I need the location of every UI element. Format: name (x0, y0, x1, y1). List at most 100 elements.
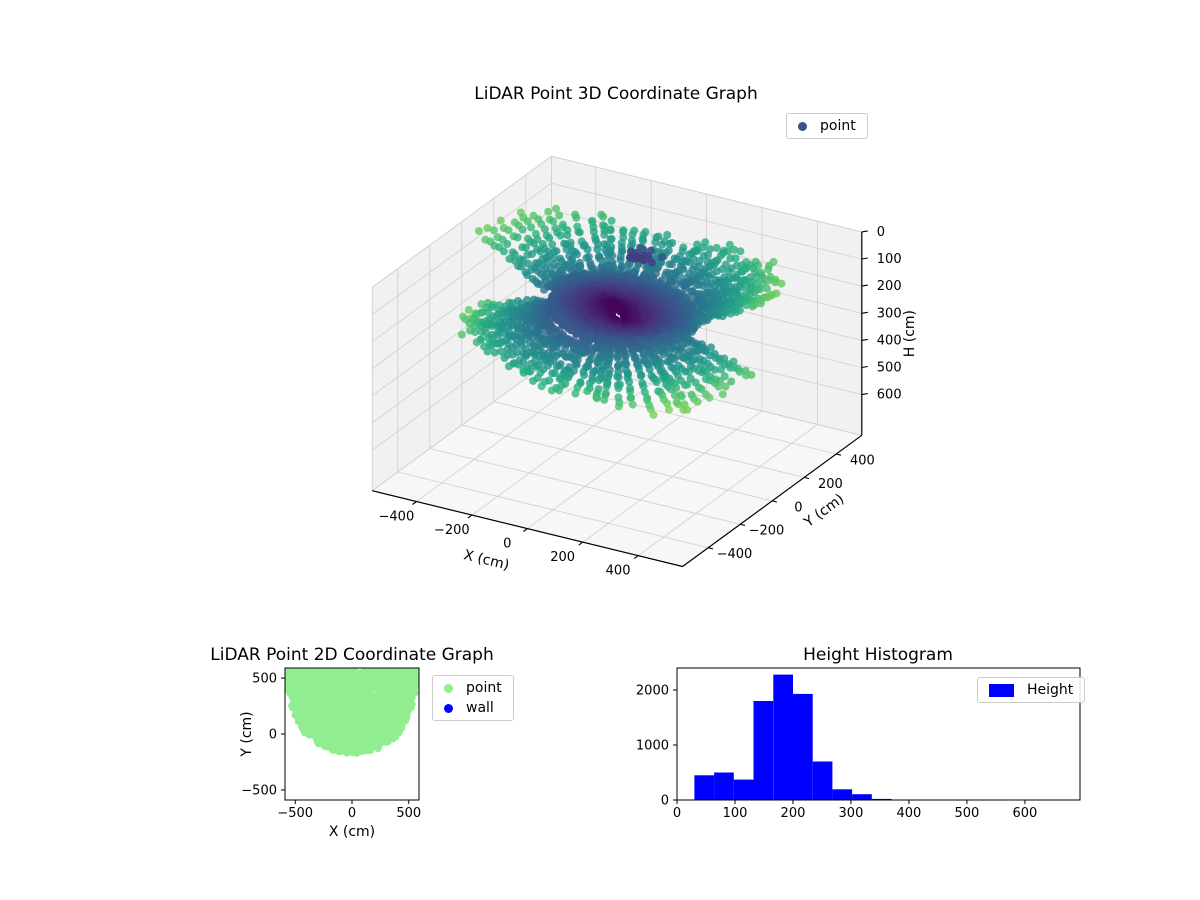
lidar-point (726, 254, 735, 263)
lidar-point (593, 394, 602, 403)
lidar-point-2d (354, 616, 361, 623)
lidar-point-2d (394, 636, 401, 643)
lidar-point (670, 391, 679, 400)
lidar-point-2d (357, 614, 364, 621)
lidar-point (552, 362, 561, 371)
lidar-point-2d (327, 628, 334, 635)
lidar-point-2d (374, 621, 381, 628)
lidar-point-2d (377, 626, 384, 633)
lidar-point-2d (320, 638, 327, 645)
lidar-point-2d (371, 633, 378, 640)
lidar-point (515, 324, 523, 333)
lidar-point-2d (392, 625, 399, 632)
lidar-point-2d (378, 633, 385, 640)
lidar-point-2d (341, 625, 348, 632)
lidar-point-2d (348, 637, 355, 644)
lidar-point (697, 385, 706, 394)
lidar-point (714, 278, 723, 287)
lidar-point-2d (352, 636, 359, 643)
lidar-point-2d (365, 628, 372, 635)
lidar-point-2d (317, 632, 324, 639)
tick-mark (861, 338, 868, 341)
lidar-point (549, 217, 558, 226)
lidar-point-2d (409, 634, 416, 641)
tick-mark (836, 453, 842, 456)
lidar-point-2d (359, 609, 366, 616)
lidar-point (651, 238, 660, 247)
lidar-point (509, 359, 518, 368)
lidar-point-2d (400, 636, 407, 643)
lidar-point-2d (365, 606, 372, 613)
tick-label: 0 (877, 225, 885, 240)
lidar-point-2d (358, 629, 365, 636)
lidar-point (730, 363, 739, 372)
lidar-point (519, 368, 528, 377)
lidar-point-2d (301, 632, 308, 639)
lidar-point (630, 254, 639, 263)
lidar-point (564, 324, 573, 333)
lidar-point-2d (336, 608, 343, 615)
lidar-point-2d (362, 602, 369, 609)
tick-label: −200 (749, 524, 785, 539)
lidar-point (685, 250, 694, 259)
lidar-point (639, 350, 648, 359)
lidar-point-2d (322, 613, 329, 620)
lidar-point (531, 362, 540, 371)
point-cloud-2d (285, 602, 419, 757)
lidar-point (608, 251, 617, 260)
lidar-point (522, 351, 531, 360)
lidar-point (548, 369, 557, 378)
lidar-point-2d (398, 638, 405, 645)
lidar-point-2d (383, 636, 390, 643)
lidar-point-2d (323, 633, 330, 640)
lidar-point-2d (359, 634, 366, 641)
lidar-point (600, 230, 609, 239)
lidar-point (691, 355, 700, 364)
tick-label: −400 (717, 547, 753, 562)
lidar-point-2d (351, 625, 358, 632)
lidar-point (614, 373, 623, 382)
lidar-point (626, 387, 635, 396)
lidar-point (639, 236, 647, 245)
lidar-point-2d (359, 614, 366, 621)
lidar-point (533, 328, 541, 337)
lidar-point-2d (303, 625, 310, 632)
tick-label: 400 (877, 333, 902, 348)
lidar-point (545, 233, 554, 242)
lidar-point (703, 279, 712, 288)
lidar-point-2d (322, 633, 329, 640)
lidar-point-2d (302, 638, 309, 645)
tick-label: 600 (877, 388, 902, 403)
lidar-point (777, 279, 786, 288)
lidar-point (571, 389, 580, 398)
lidar-point-2d (307, 628, 314, 635)
lidar-point (658, 253, 666, 262)
lidar-point (756, 299, 765, 308)
lidar-point (658, 240, 667, 249)
lidar-point-2d (386, 613, 393, 620)
lidar-point-2d (333, 608, 340, 615)
lidar-point (500, 354, 509, 362)
lidar-point-2d (353, 637, 360, 644)
lidar-point-2d (299, 633, 306, 640)
lidar-point-2d (296, 632, 303, 639)
lidar-point-2d (324, 610, 331, 617)
lidar-point-2d (335, 631, 342, 638)
tick-label: 200 (877, 279, 902, 294)
lidar-point-2d (320, 626, 327, 633)
lidar-point-2d (347, 626, 354, 633)
lidar-point (663, 230, 672, 239)
lidar-point (521, 243, 530, 252)
lidar-point (561, 352, 570, 361)
lidar-point-2d (358, 612, 365, 619)
lidar-point-2d (367, 626, 374, 633)
tick-mark (804, 476, 810, 480)
lidar-point-2d (402, 626, 409, 633)
lidar-point (527, 223, 536, 232)
lidar-point-2d (381, 626, 388, 633)
lidar-point (644, 253, 653, 262)
lidar-point (756, 285, 765, 294)
lidar-point (769, 257, 778, 266)
lidar-point-2d (383, 628, 390, 635)
